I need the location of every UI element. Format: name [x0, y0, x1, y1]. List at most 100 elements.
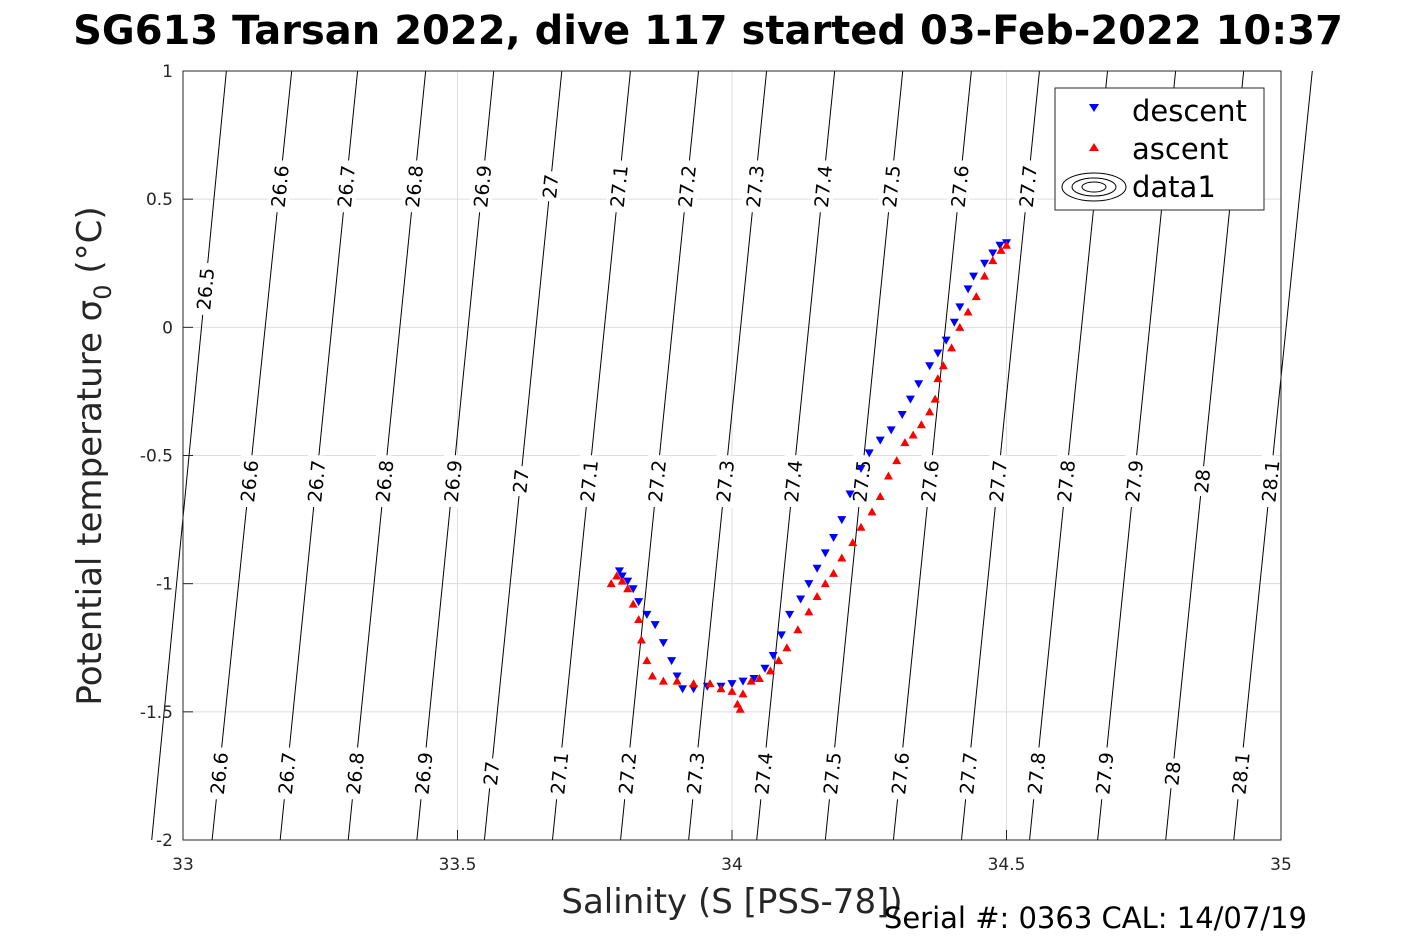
x-axis-label: Salinity (S [PSS-78])	[561, 882, 902, 922]
ascent-point	[689, 679, 699, 688]
legend-box	[1054, 87, 1265, 211]
svg-text:26.8: 26.8	[343, 751, 369, 795]
contour-label: 26.8	[341, 746, 369, 801]
ascent-point	[875, 492, 885, 501]
ascent-point	[617, 576, 627, 585]
svg-text:27.3: 27.3	[743, 164, 769, 208]
legend-descent-marker-icon	[1089, 104, 1099, 112]
svg-text:26.5: 26.5	[193, 267, 219, 311]
contour-label: 28.1	[1227, 746, 1255, 801]
contour-label: 26.6	[205, 746, 233, 801]
svg-text:26.6: 26.6	[268, 164, 294, 208]
descent-point	[623, 577, 633, 586]
contour-label: 27.7	[1014, 159, 1042, 214]
svg-text:27.6: 27.6	[948, 164, 974, 208]
descent-point	[897, 410, 907, 419]
axis-ticks: 33 33.5 34 34.5 35 1 0.5 0 -0.5 -1 -1.5 -2	[140, 62, 1292, 875]
svg-text:27.7: 27.7	[956, 751, 982, 795]
ascent-point	[829, 568, 839, 577]
contour-label: 28.1	[1256, 454, 1285, 509]
descent-point	[678, 685, 688, 694]
contour-label: 27.4	[779, 454, 807, 509]
descent-point	[988, 249, 998, 258]
x-tick-label: 34	[721, 855, 743, 875]
descent-point	[672, 672, 682, 681]
ascent-point	[933, 374, 943, 383]
chart-title: SG613 Tarsan 2022, dive 117 started 03-F…	[73, 8, 1343, 54]
descent-point	[634, 598, 644, 607]
y-tick-label: -0.5	[140, 447, 173, 467]
legend-entry-ascent: ascent	[1132, 132, 1228, 166]
svg-text:27.3: 27.3	[683, 751, 709, 795]
svg-text:28: 28	[1161, 760, 1185, 786]
ascent-point	[820, 579, 830, 588]
svg-text:28: 28	[1191, 468, 1215, 494]
ascent-point	[955, 322, 965, 331]
contour-label: 26.7	[332, 159, 360, 214]
legend-entry-descent: descent	[1132, 94, 1247, 128]
svg-text:27.2: 27.2	[645, 459, 671, 503]
descent-point	[845, 490, 855, 499]
descent-point	[628, 585, 638, 594]
svg-text:27.4: 27.4	[751, 751, 777, 795]
descent-point	[829, 534, 839, 543]
descent-point	[856, 464, 866, 473]
ascent-point	[735, 704, 745, 713]
svg-text:27.1: 27.1	[547, 751, 573, 795]
svg-text:26.9: 26.9	[441, 459, 467, 503]
descent-point	[796, 595, 806, 604]
descent-point	[650, 621, 660, 630]
descent-point	[738, 677, 748, 686]
svg-text:27.6: 27.6	[918, 459, 944, 503]
svg-text:27.1: 27.1	[607, 164, 633, 208]
ascent-point	[900, 438, 910, 447]
svg-text:27.2: 27.2	[615, 751, 641, 795]
svg-text:26.8: 26.8	[372, 459, 398, 503]
contour-label: 26.5	[191, 261, 219, 316]
svg-text:27.7: 27.7	[986, 459, 1012, 503]
y-axis-label-subscript: 0	[89, 284, 117, 299]
contour-label: 27.6	[916, 454, 944, 509]
legend-ascent-marker-icon	[1089, 143, 1099, 151]
contour-label: 26.9	[439, 454, 467, 509]
y-tick-label: -2	[156, 831, 173, 851]
descent-point	[658, 639, 668, 648]
ascent-point	[971, 292, 981, 301]
svg-text:27.5: 27.5	[820, 751, 846, 795]
svg-text:27.4: 27.4	[811, 164, 837, 208]
contour-label: 27.3	[741, 159, 769, 214]
ascent-point	[636, 635, 646, 644]
ascent-point	[716, 684, 726, 693]
descent-point	[727, 680, 737, 689]
descent-point	[864, 449, 874, 458]
ascent-point	[727, 686, 737, 695]
contour-label: 26.6	[266, 159, 294, 214]
contour-label: 27	[478, 757, 504, 790]
svg-text:26.6: 26.6	[207, 751, 233, 795]
y-axis-label-text: Potential temperature	[70, 321, 110, 705]
ascent-point	[782, 643, 792, 652]
descent-point	[760, 664, 770, 673]
svg-text:27: 27	[539, 173, 563, 199]
ascent-point	[754, 674, 764, 683]
svg-text:27: 27	[509, 468, 533, 494]
svg-text:27.8: 27.8	[1054, 459, 1080, 503]
contour-label: 27.2	[613, 746, 641, 801]
ascent-point	[947, 343, 957, 352]
ascent-point	[892, 456, 902, 465]
ascent-point	[930, 394, 940, 403]
contour-label: 27.2	[673, 159, 701, 214]
ascent-point	[623, 584, 633, 593]
ascent-point	[1002, 240, 1011, 249]
y-axis-label-unit: (°C)	[70, 206, 110, 284]
descent-point	[837, 516, 847, 525]
ascent-point	[606, 579, 616, 588]
svg-text:27.4: 27.4	[781, 459, 807, 503]
ascent-point	[642, 656, 652, 665]
ascent-point	[980, 271, 990, 280]
svg-text:26.9: 26.9	[411, 751, 437, 795]
svg-text:27.8: 27.8	[1024, 751, 1050, 795]
svg-text:26.7: 26.7	[275, 751, 301, 795]
svg-text:26.6: 26.6	[237, 459, 263, 503]
contour-label: 26.9	[468, 159, 496, 214]
